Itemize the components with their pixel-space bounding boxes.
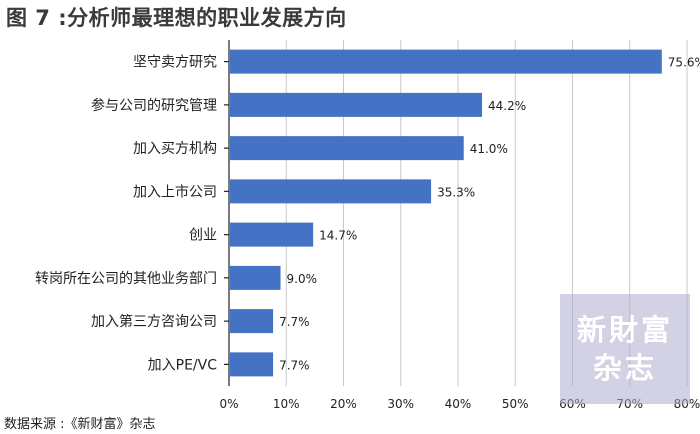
x-tick-label: 0%	[219, 397, 238, 411]
watermark-line-2: 杂志	[592, 351, 657, 385]
x-tick-label: 10%	[273, 397, 300, 411]
category-label: 加入买方机构	[133, 141, 217, 157]
bar-6	[230, 309, 274, 334]
bar-7	[230, 352, 274, 377]
category-label: 加入PE/VC	[148, 357, 218, 373]
category-label: 转岗所在公司的其他业务部门	[35, 271, 217, 287]
x-tick-label: 30%	[387, 397, 414, 411]
value-label: 7.7%	[279, 358, 310, 372]
category-label: 加入上市公司	[133, 183, 217, 200]
bar-3	[230, 179, 432, 204]
bars	[230, 49, 662, 377]
category-label: 参与公司的研究管理	[91, 97, 217, 114]
labels: 0%10%20%30%40%50%60%70%80%坚守卖方研究75.6%参与公…	[35, 55, 700, 411]
chart-title: 图 7 :分析师最理想的职业发展方向	[6, 6, 347, 30]
value-label: 75.6%	[668, 56, 700, 70]
value-label: 9.0%	[287, 272, 318, 286]
category-label: 坚守卖方研究	[133, 55, 217, 71]
value-label: 7.7%	[279, 315, 310, 329]
category-label: 加入第三方咨询公司	[91, 313, 217, 330]
bar-0	[230, 49, 662, 74]
x-tick-label: 40%	[445, 397, 472, 411]
value-label: 35.3%	[437, 185, 475, 199]
bar-1	[230, 92, 483, 117]
magazine-watermark: 新財富 杂志	[560, 294, 690, 404]
category-label: 创业	[189, 228, 217, 244]
x-tick-label: 50%	[502, 397, 529, 411]
value-label: 44.2%	[488, 99, 526, 113]
bar-4	[230, 222, 314, 247]
bar-5	[230, 265, 281, 290]
bar-2	[230, 136, 464, 161]
source-note: 数据来源 :《新财富》杂志	[4, 417, 156, 432]
watermark-line-1: 新財富	[576, 313, 673, 347]
x-tick-label: 20%	[330, 397, 357, 411]
value-label: 41.0%	[470, 142, 508, 156]
value-label: 14.7%	[319, 229, 357, 243]
